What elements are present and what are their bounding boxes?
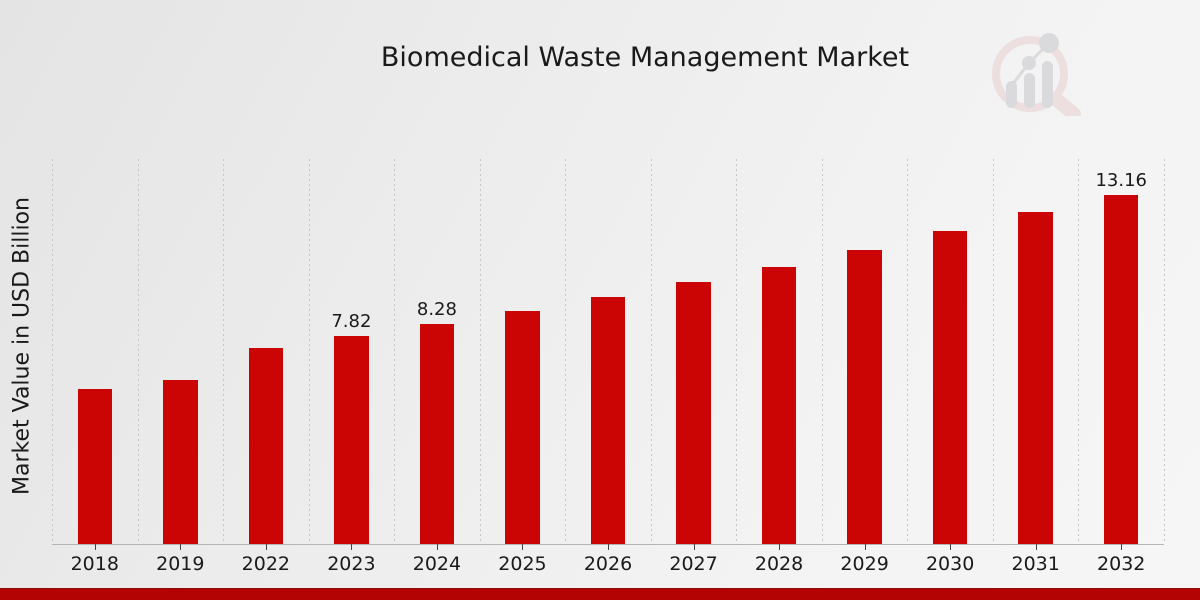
bar-2027 [676, 281, 711, 544]
vertical-gridline [479, 159, 481, 544]
x-tick-label-2027: 2027 [669, 553, 718, 575]
bar-2032 [1103, 194, 1139, 544]
x-axis-tick [436, 544, 438, 550]
x-tick-label-2019: 2019 [156, 553, 205, 575]
vertical-gridline [308, 159, 310, 544]
x-tick-label-2029: 2029 [840, 553, 889, 575]
data-label-2024: 8.28 [416, 299, 457, 321]
bar-2019 [163, 380, 198, 544]
vertical-gridline [223, 159, 225, 544]
x-tick-label-2030: 2030 [925, 553, 975, 575]
vertical-gridline [821, 159, 823, 544]
bar-2029 [847, 249, 882, 544]
x-axis-tick [693, 544, 695, 550]
vertical-gridline [992, 159, 994, 544]
x-axis-tick [608, 544, 609, 550]
x-axis-tick [94, 544, 96, 550]
bar-2025 [505, 310, 540, 544]
x-tick-label-2025: 2025 [498, 553, 547, 575]
x-axis-tick [522, 544, 524, 550]
x-axis-tick [265, 544, 267, 550]
y-axis-label: Market Value in USD Billion [9, 196, 35, 496]
data-label-2023: 7.82 [331, 311, 372, 333]
vertical-gridline [394, 159, 396, 544]
magnifier-bar-chart-logo [985, 28, 1085, 121]
x-axis-tick [1121, 544, 1123, 550]
vertical-gridline [736, 159, 738, 544]
x-axis-tick [779, 544, 781, 550]
bar-2026 [590, 297, 626, 544]
x-tick-label-2028: 2028 [754, 553, 804, 575]
data-label-2032: 13.16 [1095, 169, 1147, 191]
bar-chart-plot: 2018 2019 2022 7.82 2023 8.28 2024 2025 2026 2027… [52, 159, 1165, 575]
x-tick-label-2032: 2032 [1097, 553, 1146, 575]
x-axis-tick [950, 544, 952, 550]
x-tick-label-2023: 2023 [327, 553, 376, 575]
vertical-gridline [565, 159, 567, 544]
x-tick-label-2031: 2031 [1011, 553, 1060, 575]
vertical-gridline [650, 159, 652, 544]
bottom-accent-bar [0, 588, 1200, 600]
x-axis-tick [180, 544, 182, 550]
x-tick-label-2024: 2024 [412, 553, 462, 575]
bar-2031 [1018, 212, 1053, 544]
bar-2024 [419, 324, 455, 544]
bar-2030 [932, 231, 968, 544]
vertical-gridline [907, 159, 909, 544]
x-tick-label-2018: 2018 [70, 553, 119, 575]
vertical-gridline [1078, 159, 1080, 544]
vertical-gridline [1164, 159, 1165, 544]
vertical-gridline [137, 159, 139, 544]
vertical-gridline [52, 159, 53, 544]
bar-2018 [77, 389, 113, 544]
x-axis-tick [351, 544, 353, 550]
bar-2023 [334, 336, 369, 544]
x-tick-label-2022: 2022 [241, 553, 291, 575]
x-tick-label-2026: 2026 [583, 553, 633, 575]
bar-2022 [248, 348, 284, 544]
x-axis-tick [864, 544, 866, 550]
page-title: Biomedical Waste Management Market [380, 42, 910, 73]
logo-graphic [992, 33, 1081, 121]
x-axis-tick [1035, 544, 1037, 550]
bar-2028 [761, 266, 797, 544]
